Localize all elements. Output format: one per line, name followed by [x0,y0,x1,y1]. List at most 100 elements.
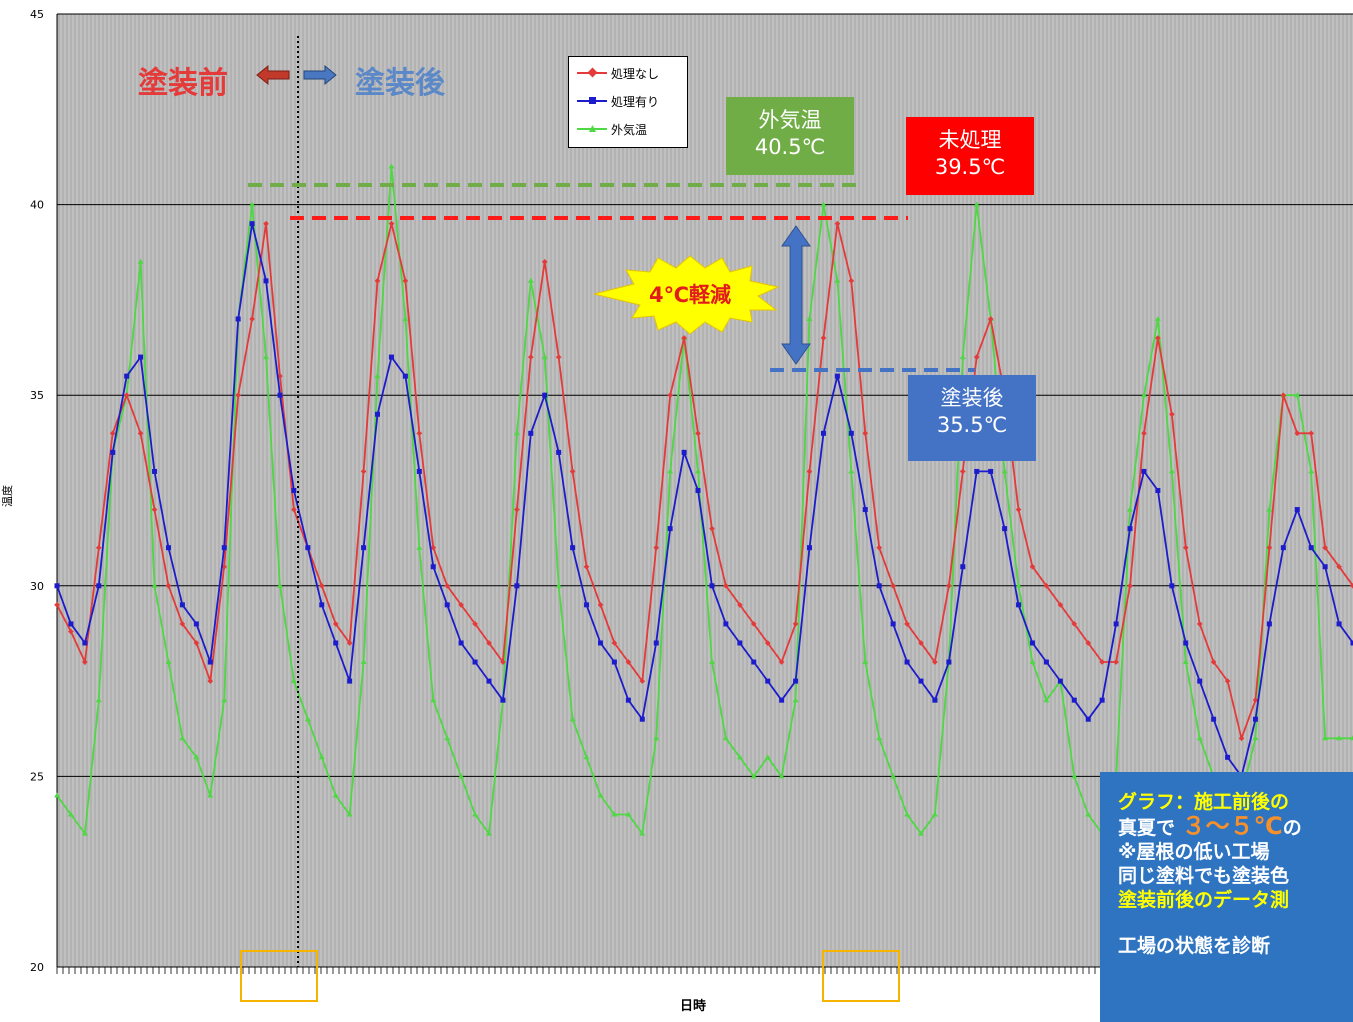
data-point [626,698,631,703]
data-point [1337,621,1342,626]
data-point [1295,507,1300,512]
data-point [1169,583,1174,588]
data-point [1309,545,1314,550]
info-line-3: ※屋根の低い工場 [1118,840,1353,864]
data-point [598,640,603,645]
data-point [347,679,352,684]
data-point [55,583,60,588]
data-point [1016,602,1021,607]
data-point [570,545,575,550]
data-point [1267,621,1272,626]
data-point [891,621,896,626]
after-coating-label: 塗装後 [355,58,445,102]
coated-temp-title: 塗装後 [908,375,1036,412]
data-point [1225,755,1230,760]
before-coating-label: 塗装前 [138,58,228,102]
data-point [751,660,756,665]
data-point [1058,679,1063,684]
data-point [291,488,296,493]
data-point [1072,698,1077,703]
data-point [1141,469,1146,474]
data-point [1183,640,1188,645]
data-point [612,660,617,665]
data-point [222,545,227,550]
data-point [1100,698,1105,703]
data-point [389,355,394,360]
data-point [138,355,143,360]
data-point [124,374,129,379]
data-point [1002,526,1007,531]
data-point [1030,640,1035,645]
data-point [473,660,478,665]
reduction-label: 4℃軽減 [640,279,740,309]
data-point [1323,564,1328,569]
data-point [1044,660,1049,665]
info-line-2c: の [1283,817,1302,839]
data-point [305,545,310,550]
legend-label-untreated: 処理なし [611,65,659,82]
y-tick-label: 30 [30,580,44,593]
data-point [319,602,324,607]
data-point [445,602,450,607]
data-point [779,698,784,703]
data-point [640,717,645,722]
data-point [514,583,519,588]
y-tick-label: 40 [30,199,44,212]
data-point [765,679,770,684]
y-axis-label: 温度 [0,485,15,507]
data-point [723,621,728,626]
legend-item-untreated: 処理なし [577,65,659,81]
legend-label-outdoor: 外気温 [611,121,647,138]
data-point [250,221,255,226]
untreated-temp-title: 未処理 [906,117,1034,154]
data-point [960,564,965,569]
data-point [556,450,561,455]
data-point [974,469,979,474]
data-point [988,469,993,474]
coated-temp-box: 塗装後 35.5℃ [908,375,1036,461]
data-point [1128,526,1133,531]
info-line-5: 塗装前後のデータ測 [1118,888,1353,912]
coated-temp-value: 35.5℃ [908,412,1036,439]
data-point [180,602,185,607]
untreated-temp-box: 未処理 39.5℃ [906,117,1034,195]
data-point [668,526,673,531]
outdoor-temp-box: 外気温 40.5℃ [726,97,854,175]
data-point [431,564,436,569]
data-point [277,393,282,398]
outdoor-temp-title: 外気温 [726,97,854,134]
data-point [361,545,366,550]
data-point [1197,679,1202,684]
data-point [1211,717,1216,722]
untreated-temp-value: 39.5℃ [906,154,1034,181]
y-tick-label: 35 [30,389,44,402]
data-point [835,374,840,379]
y-tick-label: 25 [30,770,44,783]
data-point [236,316,241,321]
data-point [208,660,213,665]
y-tick-label: 20 [30,961,44,974]
legend-item-treated: 処理有り [577,93,659,109]
data-point [1155,488,1160,493]
data-point [584,602,589,607]
legend: 処理なし 処理有り 外気温 [568,56,688,148]
data-point [905,660,910,665]
data-point [932,698,937,703]
data-point [682,450,687,455]
data-point [333,640,338,645]
data-point [82,640,87,645]
data-point [417,469,422,474]
data-point [709,583,714,588]
data-point [542,393,547,398]
data-point [1114,621,1119,626]
data-point [1253,717,1258,722]
data-point [403,374,408,379]
data-point [152,469,157,474]
info-line-1: グラフ：施工前後の [1118,790,1353,814]
info-line-6: 工場の状態を診断 [1118,934,1353,958]
info-line-4: 同じ塗料でも塗装色 [1118,864,1353,888]
data-point [1281,545,1286,550]
data-point [500,698,505,703]
info-line-2: 真夏で ３～５℃の [1118,814,1353,840]
